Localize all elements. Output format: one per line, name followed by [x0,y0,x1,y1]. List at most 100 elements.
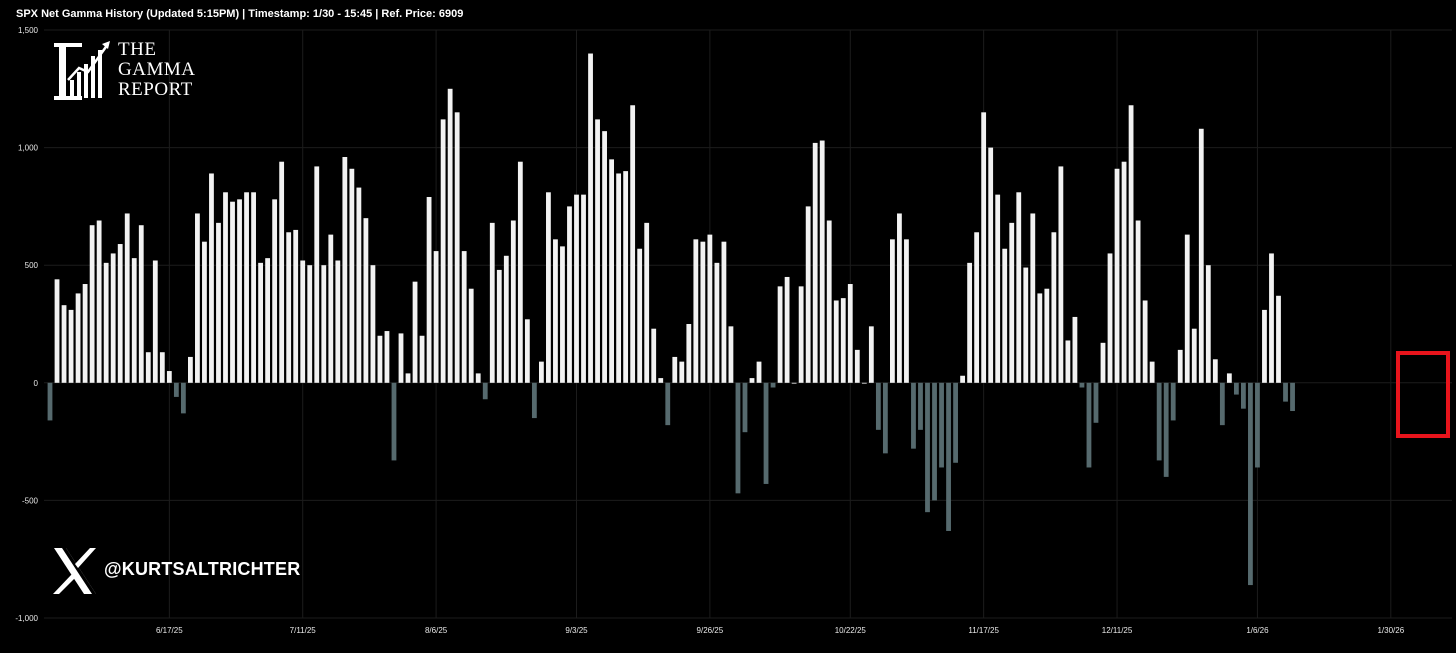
bar [581,194,586,383]
bar [1156,382,1162,461]
bar [1009,222,1015,383]
bar [349,168,355,383]
gamma-chart-logo-icon [54,41,110,100]
bar [1149,361,1155,383]
bar [405,373,411,383]
bar [609,159,614,383]
bar [61,305,67,383]
bar [1058,166,1064,383]
bar [798,286,804,383]
x-tick-label: 6/17/25 [156,626,183,635]
bar [700,241,706,383]
bar [967,262,973,383]
bar [1051,232,1057,383]
bar [721,241,727,383]
logo-line-1: THE [118,39,157,60]
bar [1233,382,1239,395]
bar [1212,359,1218,383]
bar [1262,309,1267,383]
bar [847,284,853,383]
chart-title: SPX Net Gamma History (Updated 5:15PM) |… [16,8,464,20]
bar [173,382,179,397]
bar [1114,168,1120,383]
x-tick-label: 10/22/25 [835,626,867,635]
bar [328,234,334,383]
social-handle: @KURTSALTRICHTER [52,544,312,598]
y-tick-label: 0 [34,379,39,388]
y-tick-label: -1,000 [15,614,38,623]
logo-text: THE GAMMA REPORT [118,40,195,100]
bar [672,356,678,383]
bar [391,382,397,461]
bar [665,382,671,426]
bar [180,382,186,414]
bar [342,157,348,383]
bar [335,260,341,383]
bar [693,239,699,383]
bar [1248,382,1253,586]
bar [152,260,158,383]
bar [602,131,607,383]
bar [1100,342,1106,383]
bar [868,326,874,383]
logo-line-3: REPORT [118,79,193,100]
bar [833,300,839,383]
bar [1128,105,1134,383]
bar [426,196,432,383]
bar [117,244,123,383]
bar [826,220,832,383]
bar [988,147,994,383]
bar [258,262,263,383]
bar [524,319,530,383]
y-tick-label: -500 [22,496,39,505]
bar [1198,128,1204,383]
y-tick-label: 1,000 [18,144,39,153]
bar [946,382,951,531]
bar [461,251,467,383]
bar [728,326,734,383]
bar [356,187,362,383]
bar [68,309,74,383]
bar [251,192,256,383]
bar [539,361,544,383]
bar [1219,382,1225,426]
bar [875,382,881,430]
bar [195,213,200,383]
x-tick-label: 8/6/25 [425,626,448,635]
highlight-box [1396,351,1450,438]
bar [805,206,811,383]
bar [1121,161,1127,383]
bar [784,276,790,383]
bar [763,382,769,484]
bar [216,222,221,383]
bar [1255,382,1260,468]
bar [1290,382,1295,412]
bar [911,382,916,449]
bar [314,166,320,383]
bar [398,333,404,383]
bar [918,382,923,430]
bar [1030,213,1036,383]
bar [623,171,629,383]
x-tick-label: 7/11/25 [290,626,317,635]
y-tick-label: 1,500 [18,26,39,35]
bar [1086,382,1092,468]
bar [812,142,818,383]
bar [749,378,755,383]
axes: 1,500 1,000 500 0 -500 -1,000 6/17/25 7/11/25 8/… [15,26,1404,635]
bar [54,279,60,383]
bar [47,382,53,421]
bar [777,286,783,383]
x-logo-icon [53,548,96,594]
bar [223,192,228,383]
bar [925,382,930,513]
bar [939,382,944,468]
bar [237,199,242,383]
bar [1023,267,1029,383]
x-tick-label: 9/3/25 [565,626,588,635]
bar [517,161,523,383]
bar [377,335,383,383]
bar [145,352,151,383]
handle-text: @KURTSALTRICHTER [104,559,301,579]
bar [1177,349,1183,383]
